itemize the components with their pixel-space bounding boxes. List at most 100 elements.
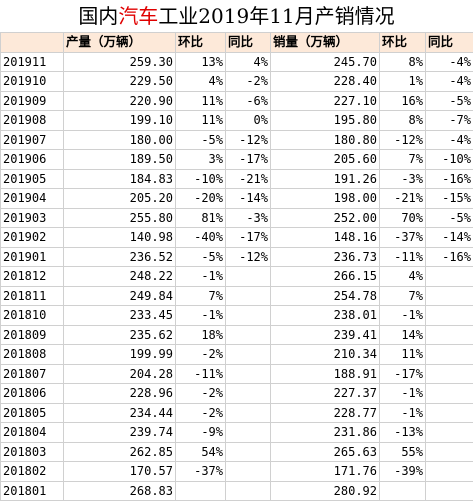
cell-production-mom[interactable]: 11% xyxy=(176,111,226,131)
cell-production[interactable]: 249.84 xyxy=(64,286,176,306)
cell-sales[interactable]: 228.40 xyxy=(271,72,380,92)
cell-period[interactable]: 201809 xyxy=(1,325,64,345)
cell-production[interactable]: 268.83 xyxy=(64,481,176,501)
cell-sales[interactable]: 252.00 xyxy=(271,208,380,228)
cell-sales-mom[interactable]: -3% xyxy=(380,169,426,189)
cell-sales[interactable]: 180.80 xyxy=(271,130,380,150)
cell-sales[interactable]: 198.00 xyxy=(271,189,380,209)
cell-period[interactable]: 201803 xyxy=(1,442,64,462)
cell-sales-mom[interactable]: 11% xyxy=(380,345,426,365)
cell-production-yoy[interactable]: -17% xyxy=(226,228,271,248)
cell-period[interactable]: 201902 xyxy=(1,228,64,248)
cell-production[interactable]: 205.20 xyxy=(64,189,176,209)
cell-sales-mom[interactable]: 70% xyxy=(380,208,426,228)
cell-period[interactable]: 201807 xyxy=(1,364,64,384)
cell-period[interactable]: 201805 xyxy=(1,403,64,423)
cell-production-yoy[interactable] xyxy=(226,345,271,365)
cell-sales-yoy[interactable]: -4% xyxy=(426,52,473,72)
cell-production-mom[interactable]: -2% xyxy=(176,403,226,423)
cell-production[interactable]: 239.74 xyxy=(64,423,176,443)
cell-production-yoy[interactable]: -6% xyxy=(226,91,271,111)
cell-sales-yoy[interactable]: -5% xyxy=(426,208,473,228)
cell-sales-mom[interactable]: 8% xyxy=(380,52,426,72)
cell-period[interactable]: 201910 xyxy=(1,72,64,92)
cell-sales-yoy[interactable]: -4% xyxy=(426,130,473,150)
cell-sales[interactable]: 239.41 xyxy=(271,325,380,345)
cell-production[interactable]: 199.10 xyxy=(64,111,176,131)
cell-production-yoy[interactable]: -17% xyxy=(226,150,271,170)
cell-production-yoy[interactable]: 0% xyxy=(226,111,271,131)
header-production-yoy[interactable]: 同比 xyxy=(226,33,271,52)
cell-sales-yoy[interactable] xyxy=(426,306,473,326)
header-period[interactable] xyxy=(1,33,64,52)
cell-production[interactable]: 184.83 xyxy=(64,169,176,189)
cell-production-mom[interactable]: -40% xyxy=(176,228,226,248)
cell-production-mom[interactable]: -20% xyxy=(176,189,226,209)
cell-sales[interactable]: 195.80 xyxy=(271,111,380,131)
cell-sales-mom[interactable]: -1% xyxy=(380,384,426,404)
cell-period[interactable]: 201907 xyxy=(1,130,64,150)
cell-production[interactable]: 189.50 xyxy=(64,150,176,170)
cell-production[interactable]: 180.00 xyxy=(64,130,176,150)
cell-production-mom[interactable]: 18% xyxy=(176,325,226,345)
cell-sales[interactable]: 238.01 xyxy=(271,306,380,326)
cell-production-mom[interactable]: -11% xyxy=(176,364,226,384)
cell-production[interactable]: 140.98 xyxy=(64,228,176,248)
cell-sales-yoy[interactable] xyxy=(426,442,473,462)
cell-sales-mom[interactable]: -39% xyxy=(380,462,426,482)
cell-production-yoy[interactable] xyxy=(226,384,271,404)
cell-production-yoy[interactable] xyxy=(226,423,271,443)
cell-sales[interactable]: 191.26 xyxy=(271,169,380,189)
cell-period[interactable]: 201904 xyxy=(1,189,64,209)
cell-production-yoy[interactable] xyxy=(226,481,271,501)
cell-sales-mom[interactable]: 7% xyxy=(380,150,426,170)
cell-sales[interactable]: 188.91 xyxy=(271,364,380,384)
cell-production-yoy[interactable] xyxy=(226,325,271,345)
cell-sales-yoy[interactable]: -4% xyxy=(426,72,473,92)
cell-production[interactable]: 236.52 xyxy=(64,247,176,267)
cell-production-mom[interactable]: -2% xyxy=(176,345,226,365)
cell-production-mom[interactable]: -5% xyxy=(176,130,226,150)
cell-sales-mom[interactable]: 16% xyxy=(380,91,426,111)
cell-sales[interactable]: 266.15 xyxy=(271,267,380,287)
cell-period[interactable]: 201911 xyxy=(1,52,64,72)
cell-period[interactable]: 201811 xyxy=(1,286,64,306)
cell-period[interactable]: 201901 xyxy=(1,247,64,267)
cell-sales[interactable]: 227.37 xyxy=(271,384,380,404)
cell-production-yoy[interactable]: -12% xyxy=(226,247,271,267)
cell-sales-yoy[interactable] xyxy=(426,267,473,287)
cell-sales-yoy[interactable] xyxy=(426,325,473,345)
header-production[interactable]: 产量（万辆） xyxy=(64,33,176,52)
cell-production-yoy[interactable] xyxy=(226,364,271,384)
cell-production-mom[interactable]: -5% xyxy=(176,247,226,267)
cell-sales[interactable]: 205.60 xyxy=(271,150,380,170)
cell-sales-yoy[interactable] xyxy=(426,462,473,482)
cell-production[interactable]: 262.85 xyxy=(64,442,176,462)
cell-sales[interactable]: 228.77 xyxy=(271,403,380,423)
cell-production[interactable]: 234.44 xyxy=(64,403,176,423)
cell-production-mom[interactable]: -1% xyxy=(176,306,226,326)
cell-sales[interactable]: 280.92 xyxy=(271,481,380,501)
cell-sales[interactable]: 254.78 xyxy=(271,286,380,306)
cell-sales-yoy[interactable]: -10% xyxy=(426,150,473,170)
cell-sales-mom[interactable]: -1% xyxy=(380,306,426,326)
cell-sales-yoy[interactable] xyxy=(426,481,473,501)
cell-production-yoy[interactable] xyxy=(226,267,271,287)
cell-sales-yoy[interactable]: -7% xyxy=(426,111,473,131)
cell-production-mom[interactable]: 3% xyxy=(176,150,226,170)
cell-period[interactable]: 201905 xyxy=(1,169,64,189)
cell-production-mom[interactable] xyxy=(176,481,226,501)
cell-production-yoy[interactable] xyxy=(226,403,271,423)
cell-sales[interactable]: 171.76 xyxy=(271,462,380,482)
cell-production[interactable]: 228.96 xyxy=(64,384,176,404)
cell-production-yoy[interactable] xyxy=(226,306,271,326)
header-sales-mom[interactable]: 环比 xyxy=(380,33,426,52)
cell-production-yoy[interactable]: -3% xyxy=(226,208,271,228)
header-sales-yoy[interactable]: 同比 xyxy=(426,33,473,52)
cell-sales-yoy[interactable] xyxy=(426,345,473,365)
cell-period[interactable]: 201908 xyxy=(1,111,64,131)
cell-production[interactable]: 170.57 xyxy=(64,462,176,482)
cell-sales-mom[interactable]: -37% xyxy=(380,228,426,248)
cell-sales-yoy[interactable]: -16% xyxy=(426,169,473,189)
cell-sales-mom[interactable]: 14% xyxy=(380,325,426,345)
